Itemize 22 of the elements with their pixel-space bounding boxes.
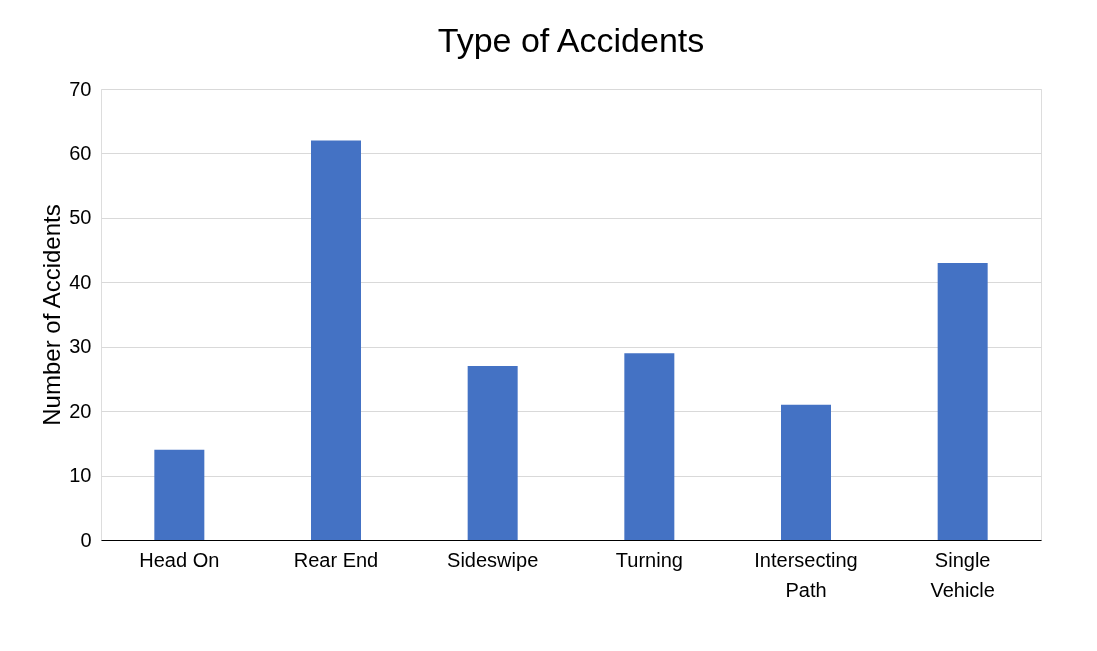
x-tick-label: Head On	[139, 548, 220, 571]
y-tick-label: 10	[69, 464, 92, 487]
y-tick-label: 0	[80, 528, 92, 551]
x-tick-label: Rear End	[293, 548, 379, 571]
chart-title: Type of Accidents	[437, 21, 705, 59]
bar	[311, 140, 361, 540]
y-tick-label: 40	[69, 270, 92, 293]
x-tick-label: Sideswipe	[447, 548, 539, 571]
y-tick-label: 60	[69, 141, 92, 164]
y-tick-label: 30	[69, 335, 92, 358]
bar	[781, 404, 831, 540]
bar	[154, 449, 205, 540]
bar	[937, 262, 988, 540]
y-axis-title: Number of Accidents	[38, 204, 66, 426]
y-tick-label: 20	[69, 399, 92, 422]
y-tick-label: 70	[69, 77, 92, 100]
bar	[624, 353, 675, 540]
x-tick-label: Turning	[615, 548, 683, 571]
x-tick-label: Intersecting Path	[754, 548, 858, 601]
bar	[467, 366, 518, 540]
y-tick-label: 50	[69, 206, 92, 229]
x-tick-label: Single Vehicle	[930, 548, 995, 601]
